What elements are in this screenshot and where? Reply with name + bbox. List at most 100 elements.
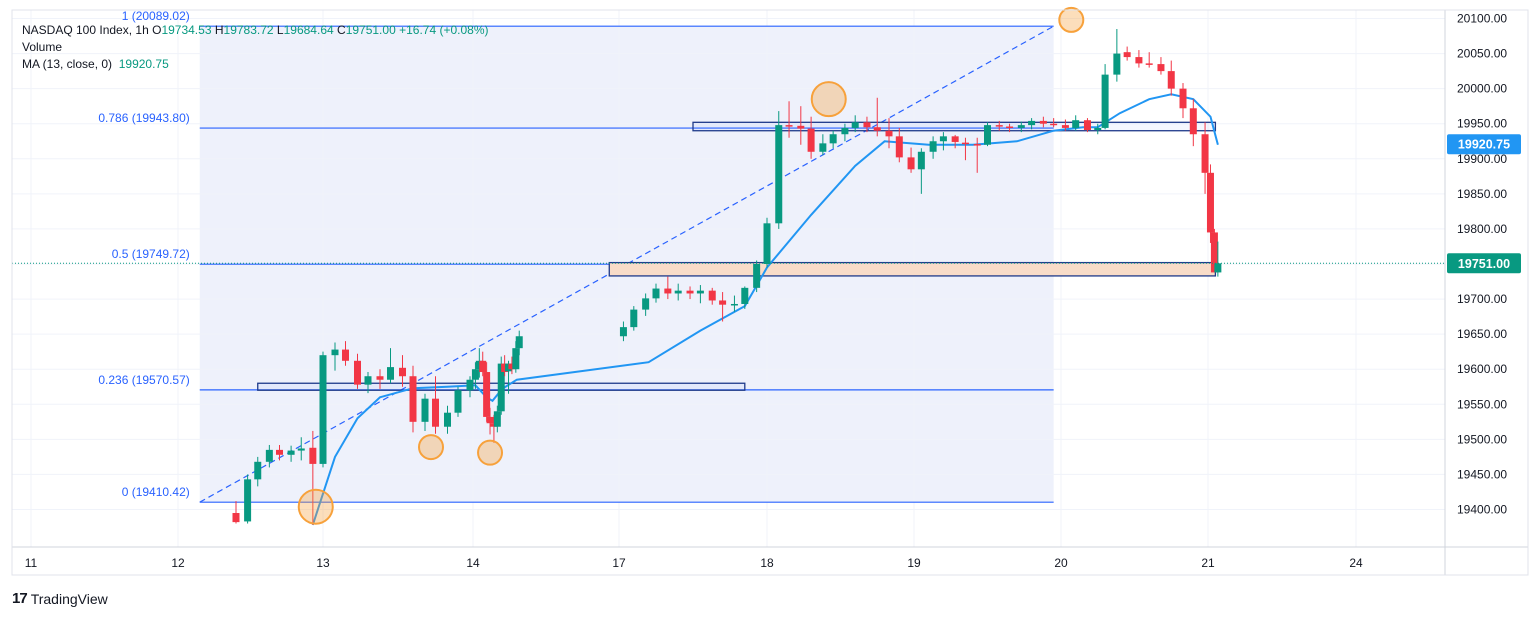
candle xyxy=(1189,99,1197,147)
candle xyxy=(409,365,417,433)
candle xyxy=(895,127,903,163)
time-tick-label: 13 xyxy=(316,556,330,570)
candle xyxy=(907,147,915,173)
candle xyxy=(619,321,627,342)
time-tick-label: 14 xyxy=(466,556,480,570)
candle-body xyxy=(873,127,881,131)
candle xyxy=(1145,52,1153,68)
candle-body xyxy=(686,290,694,294)
candle-body xyxy=(895,136,903,158)
time-tick-label: 21 xyxy=(1201,556,1215,570)
time-tick-label: 19 xyxy=(907,556,921,570)
candle xyxy=(863,116,871,133)
candle xyxy=(342,341,349,366)
candle xyxy=(630,306,638,331)
candle xyxy=(486,407,494,435)
tradingview-branding[interactable]: 17 TradingView xyxy=(12,590,108,607)
legend-open-label: O xyxy=(152,23,162,37)
candle xyxy=(354,353,361,389)
candle-body xyxy=(244,479,252,522)
candle xyxy=(471,362,479,389)
candle xyxy=(493,405,501,433)
candle xyxy=(851,115,859,133)
candle-body xyxy=(1101,74,1109,128)
price-tick-label: 19700.00 xyxy=(1457,292,1507,306)
candle-body xyxy=(399,367,406,377)
candle-body xyxy=(479,360,487,373)
candle xyxy=(753,260,761,293)
legend-volume[interactable]: Volume xyxy=(22,40,63,54)
fib-level-label: 1 (20089.02) xyxy=(122,9,190,23)
candle xyxy=(1083,118,1091,133)
candle xyxy=(297,437,305,461)
candle-body xyxy=(819,143,827,152)
legend-open: 19734.53 xyxy=(161,23,212,37)
candle xyxy=(254,456,262,487)
price-badge: 19751.00 xyxy=(1447,253,1521,274)
candle-body xyxy=(1201,134,1209,173)
candle xyxy=(829,130,837,149)
legend-ma-row[interactable]: MA (13, close, 0) 19920.75 xyxy=(22,56,489,73)
fib-trend-line xyxy=(199,25,1054,503)
candle xyxy=(984,122,991,147)
candle-body xyxy=(265,449,273,462)
candle-body xyxy=(1006,126,1014,129)
candle xyxy=(1214,241,1222,277)
candle-body xyxy=(1135,57,1143,64)
candle xyxy=(1006,123,1014,133)
candle xyxy=(797,106,805,145)
legend-ohlc-row: NASDAQ 100 Index, 1h O19734.53 H19783.72… xyxy=(22,22,489,39)
candle-body xyxy=(1113,53,1121,75)
candle xyxy=(807,116,815,159)
candle-body xyxy=(1214,263,1222,273)
swing-marker-circle xyxy=(477,439,504,466)
price-badge-bg xyxy=(1447,134,1521,155)
candle-body xyxy=(354,360,361,385)
candle xyxy=(287,445,295,462)
candle-body xyxy=(907,157,915,170)
candle xyxy=(479,351,487,377)
legend-low: 19684.64 xyxy=(283,23,334,37)
candle-body xyxy=(409,376,417,422)
candle-body xyxy=(1094,127,1102,131)
price-tick-label: 20000.00 xyxy=(1457,82,1507,96)
candle-body xyxy=(319,355,327,464)
candle xyxy=(309,430,317,525)
candle xyxy=(466,376,474,398)
candle-body xyxy=(1210,232,1218,273)
candle xyxy=(819,134,827,156)
candle xyxy=(741,286,749,309)
candle-body xyxy=(929,141,937,152)
candle xyxy=(951,134,959,149)
price-tick-label: 20100.00 xyxy=(1457,12,1507,26)
candle-body xyxy=(730,303,738,306)
chart-legend: NASDAQ 100 Index, 1h O19734.53 H19783.72… xyxy=(22,22,489,73)
candle xyxy=(1072,115,1080,131)
candle-body xyxy=(863,122,871,128)
candle-body xyxy=(309,447,317,464)
candle-body xyxy=(515,336,523,349)
time-tick-label: 24 xyxy=(1349,556,1363,570)
candle-body xyxy=(652,288,660,299)
price-tick-label: 19850.00 xyxy=(1457,187,1507,201)
candle xyxy=(1017,121,1025,133)
candle xyxy=(1113,29,1121,82)
candle xyxy=(454,386,462,417)
candle-body xyxy=(664,288,672,294)
candle xyxy=(432,376,439,434)
candle-body xyxy=(619,327,627,337)
ma-line xyxy=(311,93,1219,526)
candle-body xyxy=(885,130,893,137)
candle xyxy=(642,293,650,316)
legend-close: 19751.00 xyxy=(345,23,396,37)
candle xyxy=(674,283,682,301)
legend-change: +16.74 (+0.08%) xyxy=(399,23,489,37)
candle-body xyxy=(753,264,761,288)
candle xyxy=(1206,164,1214,243)
fib-level-label: 0.236 (19570.57) xyxy=(98,373,189,387)
candle xyxy=(319,351,327,468)
candle xyxy=(1179,83,1187,119)
candle-body xyxy=(508,363,516,370)
